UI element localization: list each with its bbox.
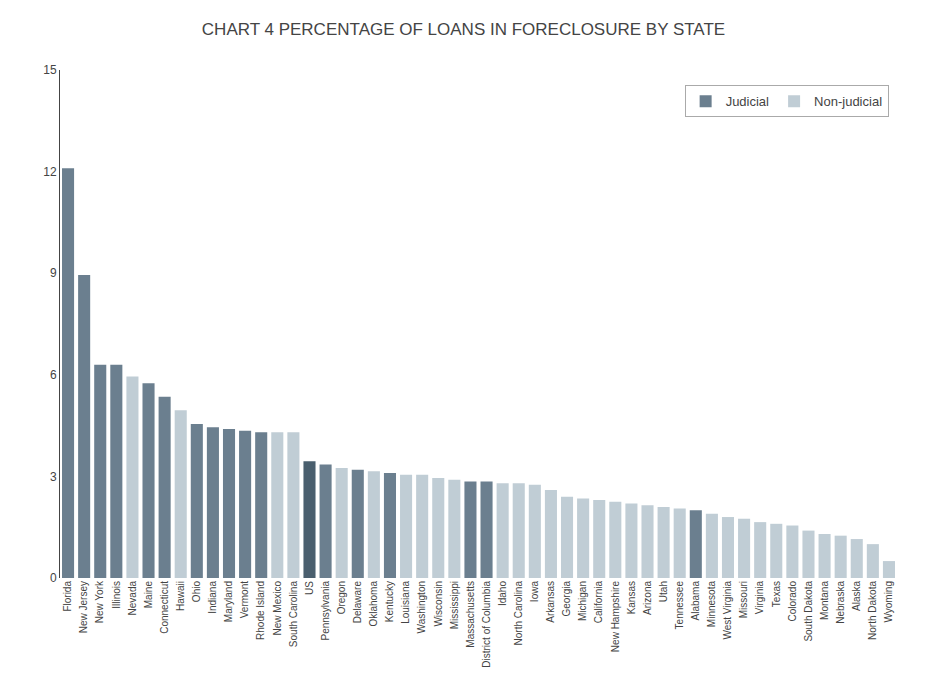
svg-text:South Dakota: South Dakota <box>803 581 814 642</box>
svg-text:0: 0 <box>50 571 57 585</box>
svg-text:Nebraska: Nebraska <box>835 581 846 624</box>
svg-text:12: 12 <box>43 165 57 179</box>
svg-text:Kentucky: Kentucky <box>384 581 395 622</box>
svg-text:Colorado: Colorado <box>787 581 798 622</box>
svg-text:Wisconsin: Wisconsin <box>433 581 444 627</box>
svg-text:California: California <box>593 581 604 624</box>
svg-text:3: 3 <box>50 470 57 484</box>
svg-text:New York: New York <box>94 580 105 623</box>
svg-text:Delaware: Delaware <box>352 581 363 624</box>
svg-text:District of Columbia: District of Columbia <box>481 581 492 668</box>
svg-text:Idaho: Idaho <box>497 581 508 606</box>
svg-text:Washington: Washington <box>416 581 427 633</box>
svg-text:Texas: Texas <box>771 581 782 607</box>
svg-text:Wyoming: Wyoming <box>883 581 894 623</box>
svg-text:Pennsylvania: Pennsylvania <box>320 581 331 641</box>
svg-text:Illinois: Illinois <box>111 581 122 609</box>
svg-text:Montana: Montana <box>819 581 830 620</box>
svg-text:Missouri: Missouri <box>738 581 749 618</box>
svg-text:Vermont: Vermont <box>239 581 250 618</box>
svg-text:Tennessee: Tennessee <box>674 581 685 630</box>
svg-text:Utah: Utah <box>658 581 669 602</box>
svg-text:Massachusetts: Massachusetts <box>465 581 476 648</box>
svg-text:Non-judicial: Non-judicial <box>814 94 882 109</box>
svg-text:Arizona: Arizona <box>642 581 653 615</box>
svg-text:Iowa: Iowa <box>529 581 540 603</box>
svg-text:Maine: Maine <box>143 581 154 609</box>
svg-text:Arkansas: Arkansas <box>545 581 556 623</box>
svg-text:Florida: Florida <box>62 581 73 612</box>
svg-text:Ohio: Ohio <box>191 581 202 603</box>
svg-text:Judicial: Judicial <box>726 94 769 109</box>
svg-text:15: 15 <box>43 63 57 77</box>
svg-text:Rhode Island: Rhode Island <box>255 581 266 640</box>
svg-text:North Carolina: North Carolina <box>513 581 524 646</box>
svg-text:Minnesota: Minnesota <box>706 581 717 628</box>
svg-text:6: 6 <box>50 368 57 382</box>
svg-text:Hawaii: Hawaii <box>175 581 186 611</box>
svg-text:US: US <box>304 581 315 595</box>
svg-text:Michigan: Michigan <box>577 581 588 621</box>
svg-text:9: 9 <box>50 266 57 280</box>
svg-text:Mississippi: Mississippi <box>449 581 460 629</box>
svg-text:West Virginia: West Virginia <box>722 581 733 640</box>
svg-text:Virginia: Virginia <box>754 581 765 615</box>
svg-text:Indiana: Indiana <box>207 581 218 614</box>
svg-text:Connecticut: Connecticut <box>159 581 170 634</box>
svg-text:Nevada: Nevada <box>127 581 138 616</box>
svg-text:Oklahoma: Oklahoma <box>368 581 379 627</box>
svg-text:Maryland: Maryland <box>223 581 234 622</box>
svg-text:Oregon: Oregon <box>336 581 347 614</box>
svg-text:Kansas: Kansas <box>626 581 637 614</box>
svg-text:New Jersey: New Jersey <box>78 581 89 633</box>
svg-text:Louisiana: Louisiana <box>400 581 411 624</box>
svg-text:New Hampshire: New Hampshire <box>610 581 621 653</box>
svg-text:CHART 4 PERCENTAGE OF LOANS IN: CHART 4 PERCENTAGE OF LOANS IN FORECLOSU… <box>202 20 725 39</box>
svg-text:North Dakota: North Dakota <box>867 581 878 640</box>
svg-text:Alaska: Alaska <box>851 581 862 611</box>
svg-text:Georgia: Georgia <box>561 581 572 617</box>
svg-text:South Carolina: South Carolina <box>288 581 299 648</box>
svg-text:New Mexico: New Mexico <box>272 581 283 636</box>
svg-text:Alabama: Alabama <box>690 581 701 621</box>
